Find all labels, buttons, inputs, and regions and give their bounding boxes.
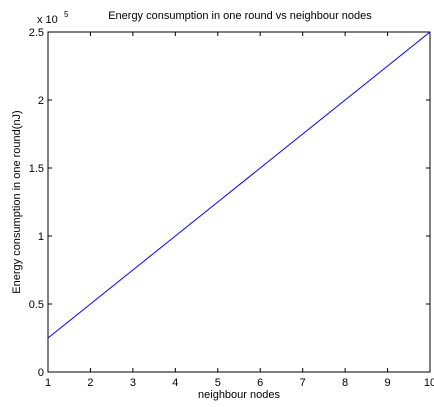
- x-tick-label: 5: [215, 377, 221, 389]
- y-tick-labels: 0 0.5 1 1.5 2 2.5: [29, 27, 44, 379]
- x-tick-label: 10: [424, 377, 434, 389]
- series-line: [47, 31, 431, 339]
- x-tick-label: 3: [130, 377, 136, 389]
- ticks-layer: [47, 31, 431, 373]
- x-tick-label: 4: [172, 377, 178, 389]
- y-tick-label: 0: [38, 367, 44, 379]
- x-tick-label: 7: [300, 377, 306, 389]
- y-multiplier-base: x 10: [37, 14, 58, 26]
- y-tick-label: 1.5: [29, 163, 44, 175]
- x-tick-label: 8: [342, 377, 348, 389]
- x-tick-label: 1: [45, 377, 51, 389]
- chart-title: Energy consumption in one round vs neigh…: [108, 10, 372, 22]
- x-tick-label: 9: [384, 377, 390, 389]
- x-tick-label: 6: [257, 377, 263, 389]
- y-axis-label: Energy consumption in one round(nJ): [11, 110, 23, 293]
- x-axis-label: neighbour nodes: [198, 389, 280, 401]
- x-tick-labels: 1 2 3 4 5 6 7 8 9 10: [45, 377, 434, 389]
- y-tick-label: 0.5: [29, 299, 44, 311]
- y-tick-label: 2.5: [29, 27, 44, 39]
- y-tick-label: 1: [38, 231, 44, 243]
- series-layer: [47, 31, 431, 339]
- y-multiplier-exponent: 5: [64, 10, 69, 19]
- y-tick-label: 2: [38, 95, 44, 107]
- x-tick-label: 2: [87, 377, 93, 389]
- plot-area: [47, 31, 431, 373]
